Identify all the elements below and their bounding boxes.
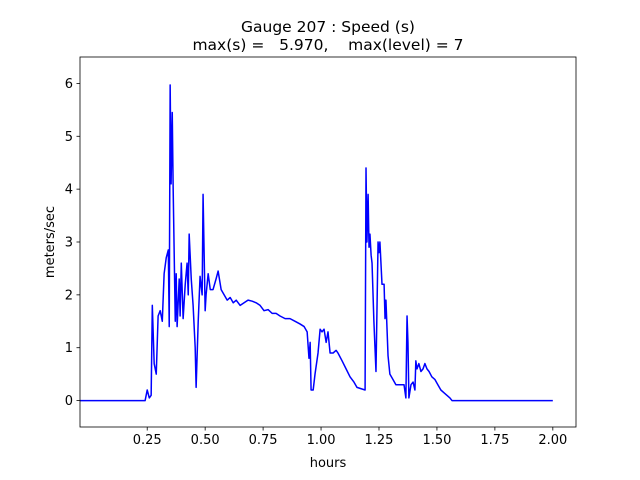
x-tick-label: 1.00 xyxy=(307,433,336,448)
y-tick-label: 5 xyxy=(65,130,73,145)
y-tick-label: 3 xyxy=(65,236,73,251)
chart-title: Gauge 207 : Speed (s) xyxy=(241,18,415,36)
y-tick-label: 6 xyxy=(65,77,73,92)
x-tick-label: 1.25 xyxy=(365,433,394,448)
speed-line xyxy=(80,84,553,402)
y-axis-label: meters/sec xyxy=(43,206,58,278)
y-tick-label: 0 xyxy=(65,394,73,409)
x-tick-label: 1.75 xyxy=(480,433,509,448)
chart-subtitle: max(s) = 5.970, max(level) = 7 xyxy=(192,36,463,54)
y-tick-label: 2 xyxy=(65,288,73,303)
x-axis-label: hours xyxy=(310,456,347,471)
x-tick-label: 1.50 xyxy=(422,433,451,448)
x-tick-label: 0.25 xyxy=(133,433,162,448)
x-tick-label: 0.75 xyxy=(249,433,278,448)
x-tick-label: 2.00 xyxy=(538,433,567,448)
y-tick-label: 1 xyxy=(65,341,73,356)
y-tick-label: 4 xyxy=(65,183,73,198)
plot-frame xyxy=(79,56,577,428)
x-tick-label: 0.50 xyxy=(191,433,220,448)
